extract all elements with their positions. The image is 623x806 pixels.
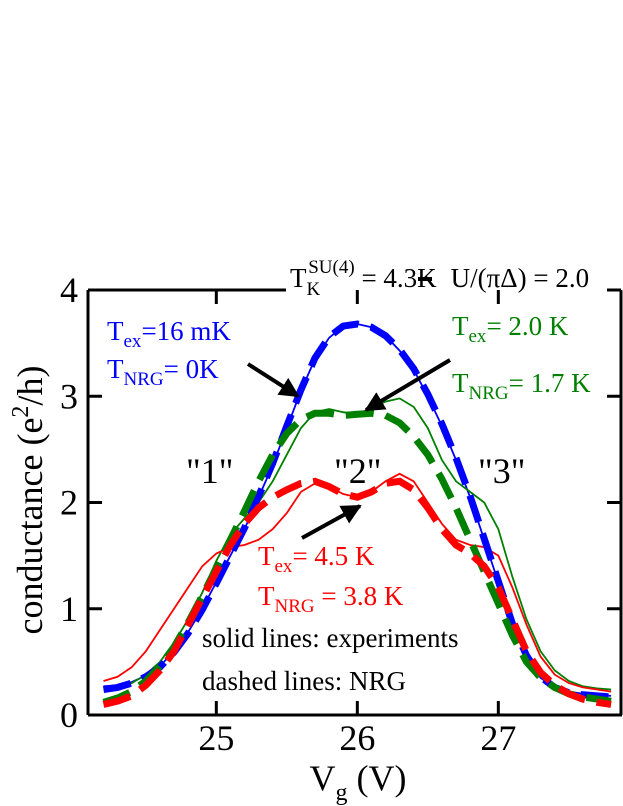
text-part: K	[307, 279, 321, 300]
y-tick-label: 1	[60, 589, 78, 629]
text-part: = 4.5 K	[292, 541, 374, 571]
text-part: 2	[8, 406, 34, 418]
shape: solid lines: experiments	[202, 623, 458, 653]
text-part: = 1.7 K	[509, 368, 591, 398]
text-part: T	[452, 311, 469, 341]
text-part: NRG	[469, 383, 509, 404]
text-part: conductance (e	[10, 418, 50, 635]
red-label: Tex= 4.5 K TNRG = 3.8 K	[258, 541, 404, 617]
peak-labels: "1" "2" "3"	[186, 451, 525, 491]
notes: solid lines: experiments dashed lines: N…	[202, 623, 458, 696]
text-part: T	[258, 541, 275, 571]
x-axis-title: Vg (V)	[310, 758, 407, 806]
blue-label: Tex=16 mK TNRG= 0K	[107, 316, 231, 390]
text-part: (V)	[348, 758, 407, 798]
y-tick-label: 4	[60, 270, 78, 310]
y-axis-title: conductance (e2/h)	[8, 366, 50, 635]
text-part: T	[290, 263, 307, 293]
shape	[364, 358, 452, 412]
y-tick-label: 2	[60, 483, 78, 523]
dashed-line	[102, 477, 612, 708]
x-tick-label: 25	[198, 718, 234, 758]
text-part: = 0K	[164, 354, 219, 384]
shape: "2"	[334, 451, 381, 491]
text-part: T	[258, 581, 275, 611]
text-part: NRG	[124, 369, 164, 390]
text-part: SU(4)	[308, 257, 354, 278]
green-label: Tex= 2.0 K TNRG= 1.7 K	[452, 311, 591, 404]
y-tick-label: 3	[60, 376, 78, 416]
text-part: T	[107, 316, 124, 346]
shape	[246, 362, 300, 398]
text-part: T	[452, 368, 469, 398]
shape: "1"	[186, 451, 233, 491]
shape: Tex= 4.5 K	[258, 541, 375, 577]
text-part: NRG	[275, 596, 315, 617]
shape: TNRG= 0K	[107, 354, 219, 390]
x-tick-label: 27	[480, 718, 516, 758]
shape: dashed lines: NRG	[202, 666, 406, 696]
y-tick-label: 0	[60, 695, 78, 735]
shape: Tex=16 mK	[107, 316, 231, 352]
shape: TNRG = 3.8 K	[258, 581, 404, 617]
text-part: ex	[275, 556, 293, 577]
shape	[301, 504, 362, 540]
arrows	[246, 358, 452, 540]
plot-area	[102, 320, 612, 708]
shape: Tex= 2.0 K	[452, 311, 569, 347]
text-part: g	[336, 780, 348, 806]
x-tick-label: 26	[339, 718, 375, 758]
text-part: T	[107, 354, 124, 384]
text-part: /h)	[10, 366, 50, 406]
shape: "3"	[478, 451, 525, 491]
shape: TNRG= 1.7 K	[452, 368, 591, 404]
top-annotation: TKSU(4) = 4.3K U/(πΔ) = 2.0	[290, 257, 589, 300]
text-part: = 3.8 K	[315, 581, 404, 611]
text-part: ex	[469, 326, 487, 347]
text-part: =16 mK	[141, 316, 231, 346]
text-part: V	[310, 758, 336, 798]
text-part: U/(πΔ) = 2.0	[451, 263, 589, 293]
text-part: ex	[124, 331, 142, 352]
text-part: = 2.0 K	[486, 311, 568, 341]
